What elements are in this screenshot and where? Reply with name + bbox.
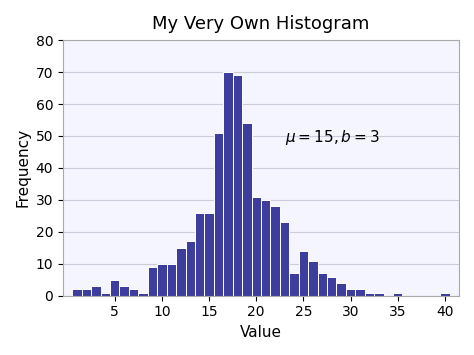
Title: My Very Own Histogram: My Very Own Histogram [152,15,370,33]
X-axis label: Value: Value [240,325,282,340]
Bar [440,293,449,296]
Bar [252,197,261,296]
Bar [214,133,223,296]
Bar [167,264,176,296]
Bar [176,248,185,296]
Bar [185,241,195,296]
Bar [261,200,270,296]
Bar [100,293,110,296]
Bar [110,280,119,296]
Bar [374,293,383,296]
Bar [299,251,308,296]
Bar [289,273,299,296]
Bar [204,213,214,296]
Bar [233,75,242,296]
Bar [308,261,318,296]
Bar [91,286,100,296]
Bar [119,286,129,296]
Bar [270,206,280,296]
Bar [195,213,204,296]
Bar [148,267,157,296]
Bar [157,264,167,296]
Y-axis label: Frequency: Frequency [15,129,30,207]
Text: $\mu = 15, b = 3$: $\mu = 15, b = 3$ [285,128,380,147]
Bar [129,289,138,296]
Bar [393,293,402,296]
Bar [73,289,82,296]
Bar [280,222,289,296]
Bar [337,283,346,296]
Bar [82,289,91,296]
Bar [223,72,233,296]
Bar [365,293,374,296]
Bar [242,123,252,296]
Bar [318,273,327,296]
Bar [355,289,365,296]
Bar [138,293,148,296]
Bar [346,289,355,296]
Bar [327,277,337,296]
